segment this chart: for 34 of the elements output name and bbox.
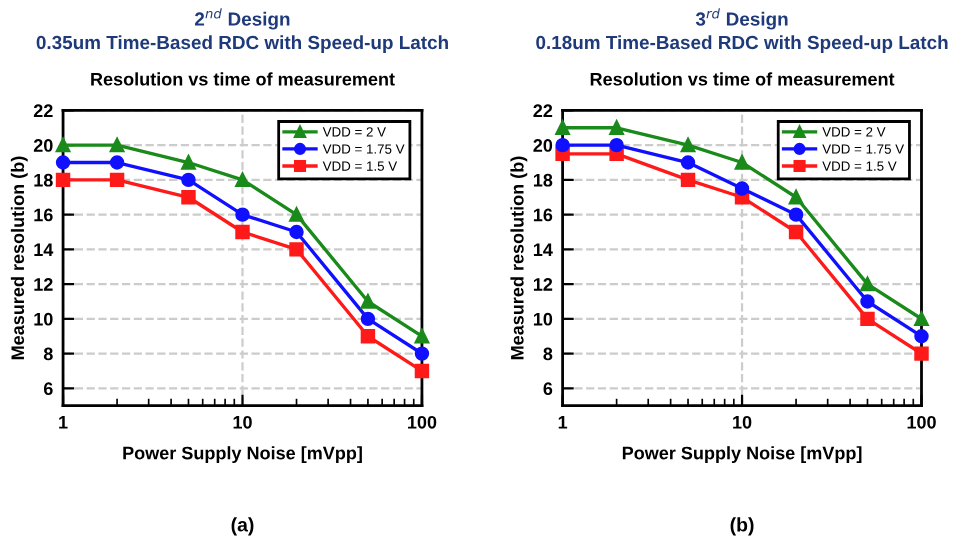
x-tick-label: 10 [733,415,752,429]
x-tick-label: 1 [558,416,568,429]
x-tick-label: 1 [59,416,68,429]
y-tick-label: 10 [533,312,553,326]
x-axis-title: Power Supply Noise [mVpp] [622,446,862,463]
text: (a) [231,517,254,536]
y-tick-label: 12 [34,278,53,291]
y-tick-label: 16 [533,208,553,222]
x-tick-label: 100 [408,415,437,429]
chart-title: 3$^{rd}$ Design 0.18um Time-Based RDC with Speed-up Latch [536,8,948,53]
y-tick-label: 14 [34,243,54,256]
y-tick-label: 22 [33,104,53,117]
chart-subtitle: Resolution vs time of measurement [91,72,395,86]
y-axis-title: Measured resolution (b) [510,156,528,360]
text: (b) [730,517,754,536]
chart-title: 2$^{nd}$ Design 0.35um Time-Based RDC with Speed-up Latch [36,8,448,53]
y-tick-label: 8 [543,347,553,361]
y-tick-label: 16 [34,208,53,222]
y-tick-label: 8 [43,347,53,361]
y-tick-label: 6 [43,382,53,396]
y-tick-label: 14 [533,243,553,256]
y-tick-label: 18 [34,173,53,187]
y-axis-title: Measured resolution (b) [10,156,28,360]
y-tick-label: 22 [533,104,553,117]
y-tick-label: 12 [533,278,553,291]
y-tick-label: 20 [33,139,53,152]
chart-subtitle: Resolution vs time of measurement [590,72,895,86]
y-tick-label: 20 [533,139,553,152]
x-tick-label: 100 [907,415,936,429]
x-axis-title: Power Supply Noise [mVpp] [123,446,362,463]
y-tick-label: 18 [533,173,553,187]
x-tick-label: 10 [233,415,252,429]
y-tick-label: 6 [543,382,553,396]
y-tick-label: 10 [34,312,53,326]
